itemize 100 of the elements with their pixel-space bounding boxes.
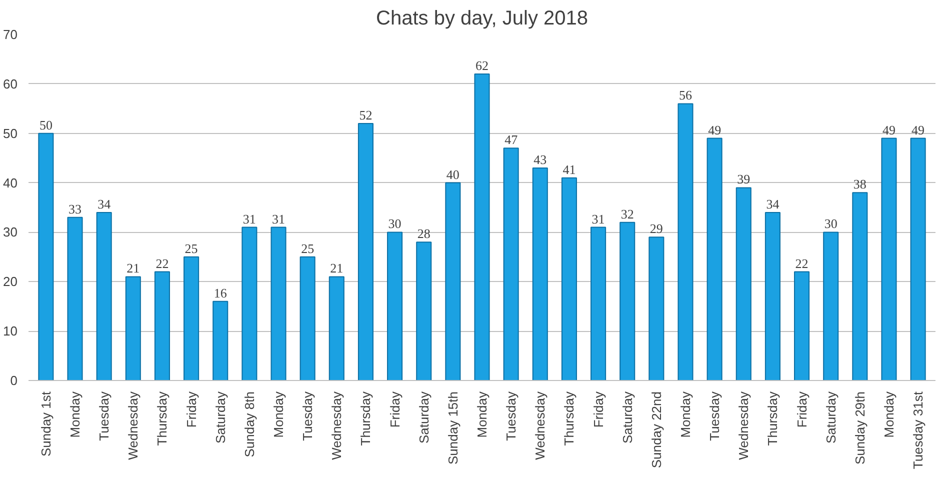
data-label: 52 xyxy=(359,107,372,122)
data-label: 62 xyxy=(476,58,488,74)
bar xyxy=(300,256,316,380)
bar xyxy=(38,132,54,380)
bar xyxy=(678,103,694,380)
x-tick-label: Wednesday xyxy=(126,391,141,460)
x-tick-label: Friday xyxy=(590,391,606,428)
x-tick-label: Sunday 1st xyxy=(38,391,54,457)
x-tick-label: Monday xyxy=(678,391,693,438)
bar xyxy=(358,122,374,380)
data-label: 40 xyxy=(446,166,460,182)
data-label: 22 xyxy=(156,256,169,271)
x-tick-label: Saturday xyxy=(416,391,432,444)
data-label: 31 xyxy=(592,211,605,226)
data-label: 31 xyxy=(242,211,256,226)
x-tick-label: Tuesday xyxy=(300,391,316,441)
x-tick-label: Friday xyxy=(387,391,402,428)
data-label: 33 xyxy=(68,201,82,216)
bar xyxy=(910,138,926,380)
x-tick-label: Thursday xyxy=(358,391,374,446)
bar xyxy=(184,256,200,380)
x-tick-label: Tuesday xyxy=(504,391,519,441)
data-label: 47 xyxy=(504,132,518,148)
bar xyxy=(532,167,548,380)
y-tick-label: 20 xyxy=(3,274,18,290)
x-tick-label: Wednesday xyxy=(736,391,752,460)
data-label: 41 xyxy=(562,162,576,177)
data-label: 25 xyxy=(184,240,198,256)
bar xyxy=(620,222,636,380)
data-label: 39 xyxy=(737,172,750,187)
data-label: 50 xyxy=(39,117,52,132)
bar xyxy=(125,276,141,380)
bar xyxy=(794,271,810,380)
bar xyxy=(387,232,403,380)
x-tick-label: Tuesday 31st xyxy=(910,391,926,470)
x-tick-label: Monday xyxy=(68,391,83,438)
data-label: 28 xyxy=(417,226,430,242)
bar xyxy=(474,74,490,380)
bar xyxy=(96,212,112,380)
bar xyxy=(212,300,228,380)
bar xyxy=(881,138,897,380)
data-label: 49 xyxy=(912,122,925,138)
x-tick-label: Thursday xyxy=(765,391,780,446)
bar xyxy=(561,177,577,380)
bar xyxy=(270,226,286,380)
x-tick-label: Wednesday xyxy=(329,391,344,460)
bar xyxy=(154,271,170,380)
y-tick-label: 50 xyxy=(3,126,18,141)
x-tick-label: Thursday xyxy=(154,391,170,446)
x-tick-label: Friday xyxy=(794,391,810,428)
x-tick-label: Tuesday xyxy=(96,391,112,441)
bar xyxy=(590,226,606,380)
chart-title: Chats by day, July 2018 xyxy=(376,8,588,30)
data-label: 43 xyxy=(534,152,547,167)
x-tick-label: Monday xyxy=(881,391,896,438)
x-tick-label: Tuesday xyxy=(707,391,722,441)
data-label: 34 xyxy=(98,196,112,212)
bar xyxy=(445,182,461,380)
y-tick-label: 70 xyxy=(3,27,18,42)
bar xyxy=(736,187,752,380)
x-tick-label: Sunday 29th xyxy=(852,391,868,465)
bar xyxy=(823,232,839,380)
data-label: 49 xyxy=(708,122,722,138)
data-label: 21 xyxy=(126,260,140,276)
bar xyxy=(706,138,722,380)
x-tick-label: Sunday 22nd xyxy=(648,392,664,468)
x-tick-label: Sunday 15th xyxy=(445,391,460,465)
data-label: 21 xyxy=(330,260,344,276)
data-label: 32 xyxy=(620,206,634,222)
x-tick-label: Friday xyxy=(184,391,199,428)
bar xyxy=(764,212,780,380)
bar xyxy=(242,226,258,380)
data-label: 29 xyxy=(650,221,663,236)
data-label: 22 xyxy=(795,256,808,271)
x-tick-label: Monday xyxy=(474,391,490,438)
data-label: 34 xyxy=(766,196,780,212)
data-label: 30 xyxy=(824,216,838,232)
bar xyxy=(67,216,83,380)
data-label: 38 xyxy=(853,176,866,192)
y-tick-label: 60 xyxy=(3,76,18,92)
bar xyxy=(416,242,432,380)
x-tick-label: Wednesday xyxy=(532,391,548,460)
bar xyxy=(503,148,519,380)
data-label: 49 xyxy=(882,122,896,138)
x-tick-label: Sunday 8th xyxy=(242,391,257,458)
x-tick-label: Saturday xyxy=(620,391,635,444)
bar xyxy=(852,192,868,380)
y-tick-label: 30 xyxy=(3,224,18,240)
y-tick-label: 10 xyxy=(3,324,18,339)
x-tick-label: Saturday xyxy=(212,391,228,444)
x-tick-label: Thursday xyxy=(562,391,577,446)
bar xyxy=(328,276,344,380)
data-label: 31 xyxy=(272,211,286,226)
data-label: 30 xyxy=(388,216,402,232)
data-label: 25 xyxy=(301,240,314,256)
data-label: 56 xyxy=(678,88,692,103)
y-tick-label: 0 xyxy=(10,373,18,388)
y-tick-label: 40 xyxy=(3,175,18,190)
data-label: 16 xyxy=(214,285,228,300)
x-tick-label: Saturday xyxy=(823,391,838,444)
